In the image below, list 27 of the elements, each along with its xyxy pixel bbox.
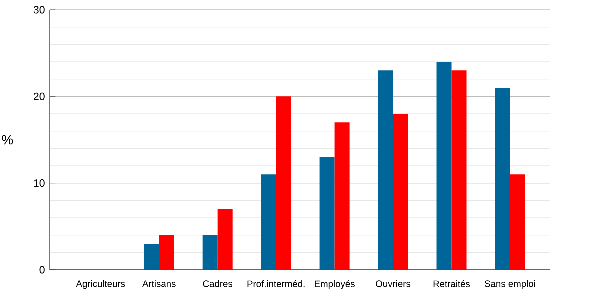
bar bbox=[510, 174, 526, 270]
bar bbox=[334, 122, 350, 270]
bar bbox=[393, 114, 408, 270]
y-tick-label: 0 bbox=[40, 266, 45, 274]
bar bbox=[452, 70, 467, 270]
y-tick-label: 10 bbox=[34, 180, 45, 188]
x-tick-label: Sans emploi bbox=[484, 280, 536, 290]
bar bbox=[159, 235, 174, 270]
x-tick-label: Ouvriers bbox=[376, 280, 411, 288]
x-tick-label: Employés bbox=[315, 280, 355, 290]
bar bbox=[144, 244, 160, 270]
bar bbox=[378, 70, 394, 270]
y-tick-label: 20 bbox=[34, 92, 45, 100]
x-tick-label: Cadres bbox=[203, 280, 233, 288]
bar bbox=[202, 235, 218, 270]
bar bbox=[320, 157, 335, 270]
x-tick-label: Retraités bbox=[434, 280, 470, 288]
bar bbox=[436, 62, 452, 270]
x-tick-label: Agriculteurs bbox=[76, 280, 126, 290]
y-tick-label: 30 bbox=[34, 6, 45, 14]
bar bbox=[218, 209, 233, 270]
bar bbox=[261, 174, 276, 270]
bar bbox=[495, 88, 510, 270]
x-tick-label: Prof.interméd. bbox=[248, 280, 305, 288]
bar bbox=[276, 96, 292, 270]
x-tick-label: Artisans bbox=[142, 280, 176, 288]
y-axis-title: % bbox=[2, 135, 14, 145]
